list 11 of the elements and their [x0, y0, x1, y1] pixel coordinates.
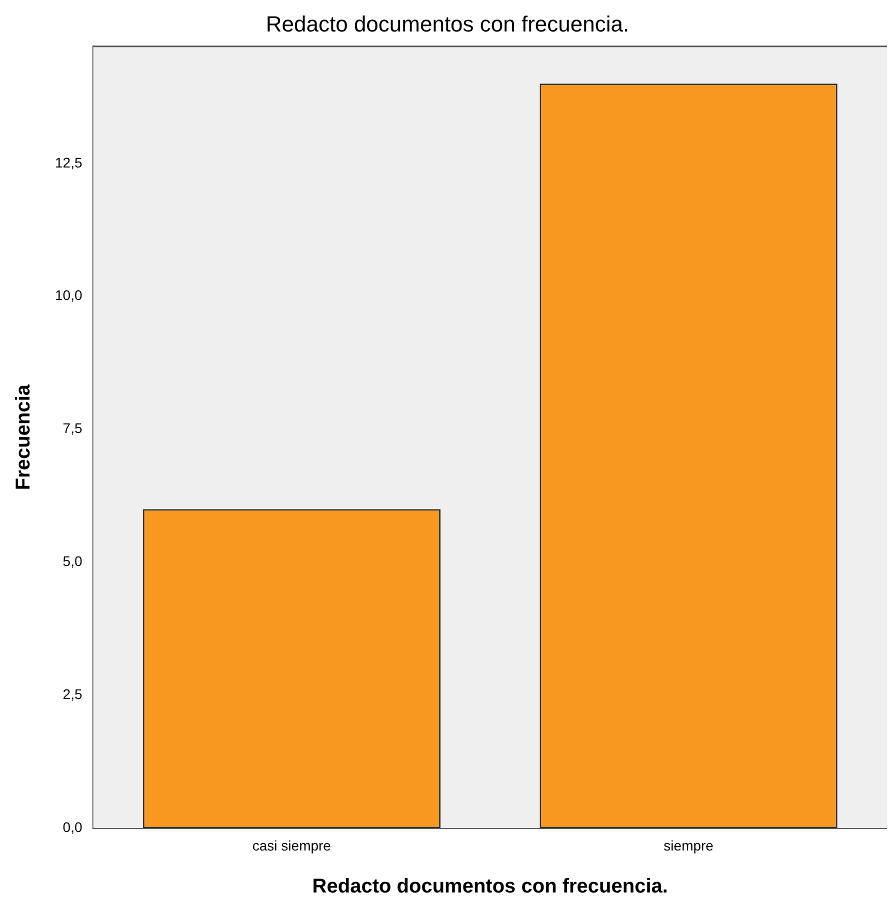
y-tick-label: 10,0 [55, 287, 82, 304]
x-tick-label: siempre [664, 837, 714, 854]
chart-title: Redacto documentos con frecuencia. [266, 11, 630, 36]
y-tick-label: 12,5 [55, 154, 82, 170]
x-axis-title: Redacto documentos con frecuencia. [312, 876, 668, 898]
y-tick-label: 7,5 [62, 420, 82, 436]
x-tick-label: casi siempre [252, 837, 332, 854]
y-tick-label: 5,0 [62, 553, 82, 570]
y-tick-label: 0,0 [62, 819, 82, 836]
y-axis-title: Frecuencia [12, 384, 35, 490]
y-tick-label: 2,5 [62, 686, 82, 702]
